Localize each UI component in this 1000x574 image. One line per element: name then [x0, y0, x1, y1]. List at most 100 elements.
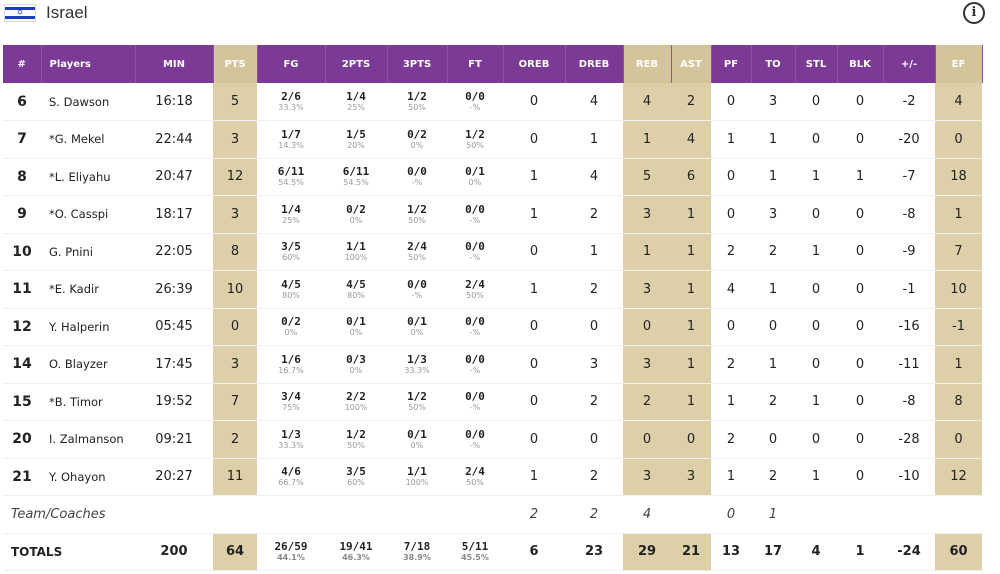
player-3pts: 1/2 50%	[387, 195, 447, 234]
col-header-ef[interactable]: EF	[935, 45, 983, 83]
col-header-plus-minus[interactable]: +/-	[883, 45, 936, 83]
col-header-fg[interactable]: FG	[257, 45, 326, 83]
col-header-min[interactable]: MIN	[135, 45, 214, 83]
player-fg: 6/11 54.5%	[257, 158, 325, 196]
table-row: 6 S. Dawson 16:18 5 2/6 33.3% 1/4 25% 1/2 50% 0/0-…	[3, 83, 982, 121]
player-to: 0	[751, 308, 795, 346]
player-ast: 1	[671, 270, 711, 309]
table-row: 9 *O. Casspi 18:17 3 1/4 25% 0/2 0% 1/2 50% 0/0 -% 1…	[3, 195, 982, 234]
player-blk: 0	[837, 383, 883, 421]
team-pf: 0	[711, 495, 751, 534]
player-ft: 0/0 -%	[447, 345, 503, 384]
col-header-oreb[interactable]: OREB	[503, 45, 566, 83]
col-header-pts[interactable]: PTS	[213, 45, 258, 83]
player-plus-minus: -20	[883, 120, 935, 159]
col-header-num[interactable]: #	[3, 45, 42, 83]
player-name-link[interactable]: *G. Mekel	[41, 120, 135, 159]
player-fg: 1/3 33.3%	[257, 420, 325, 459]
player-blk: 1	[837, 158, 883, 196]
player-pts: 2	[213, 420, 257, 459]
player-oreb: 0	[503, 345, 565, 384]
table-row: 15 *B. Timor 19:52 7 3/4 75% 2/2 100% 1/2 50% 0/0-…	[3, 383, 982, 421]
player-dreb: 2	[565, 383, 623, 421]
col-header-dreb[interactable]: DREB	[565, 45, 624, 83]
player-pts: 12	[213, 158, 257, 196]
col-header-to[interactable]: TO	[751, 45, 796, 83]
col-header-2pts[interactable]: 2PTS	[325, 45, 388, 83]
player-ef: 1	[935, 195, 982, 234]
player-blk: 0	[837, 233, 883, 271]
player-stl: 0	[795, 195, 837, 234]
israel-flag-icon: ✡	[4, 4, 36, 22]
col-header-pf[interactable]: PF	[711, 45, 752, 83]
player-stl: 1	[795, 458, 837, 496]
team-reb: 4	[623, 495, 671, 534]
player-fg: 2/6 33.3%	[257, 83, 325, 121]
player-dreb: 2	[565, 270, 623, 309]
player-name-link[interactable]: *O. Casspi	[41, 195, 135, 234]
player-2pts: 1/2 50%	[325, 420, 387, 459]
player-ft: 0/0 -%	[447, 308, 503, 346]
info-icon[interactable]: i	[963, 2, 985, 24]
player-ast: 1	[671, 308, 711, 346]
player-name-link[interactable]: O. Blayzer	[41, 345, 135, 384]
totals-to: 17	[751, 532, 795, 571]
player-ft: 0/0 -%	[447, 195, 503, 234]
player-dreb: 4	[565, 158, 623, 196]
player-stl: 0	[795, 420, 837, 459]
player-number: 7	[3, 120, 41, 159]
player-dreb: 2	[565, 458, 623, 496]
table-header-row: # Players MIN PTS FG 2PTS 3PTS FT OREB D…	[3, 45, 983, 83]
player-ft: 0/0 -%	[447, 233, 503, 271]
player-fg: 3/5 60%	[257, 233, 325, 271]
player-fg: 3/4 75%	[257, 383, 325, 421]
player-plus-minus: -2	[883, 83, 935, 121]
player-3pts: 1/1 100%	[387, 458, 447, 496]
player-2pts: 4/5 80%	[325, 270, 387, 309]
player-fg: 1/7 14.3%	[257, 120, 325, 159]
player-name-link[interactable]: I. Zalmanson	[41, 420, 135, 459]
player-3pts: 0/2 0%	[387, 120, 447, 159]
player-ef: 12	[935, 458, 982, 496]
team-header: ✡ Israel i	[0, 0, 1000, 36]
player-min: 20:27	[135, 458, 213, 496]
player-blk: 0	[837, 120, 883, 159]
player-3pts: 0/1 0%	[387, 308, 447, 346]
player-3pts: 2/4 50%	[387, 233, 447, 271]
player-3pts: 1/2 50%	[387, 383, 447, 421]
player-name-link[interactable]: *B. Timor	[41, 383, 135, 421]
player-reb: 3	[623, 195, 671, 234]
player-name-link[interactable]: Y. Ohayon	[41, 458, 135, 496]
col-header-ft[interactable]: FT	[447, 45, 504, 83]
player-oreb: 0	[503, 308, 565, 346]
player-ef: 10	[935, 270, 982, 309]
player-name-link[interactable]: G. Pnini	[41, 233, 135, 271]
player-name-link[interactable]: S. Dawson	[41, 83, 135, 121]
player-min: 18:17	[135, 195, 213, 234]
player-ef: 0	[935, 420, 982, 459]
player-min: 22:05	[135, 233, 213, 271]
col-header-reb[interactable]: REB	[623, 45, 672, 83]
player-plus-minus: -1	[883, 270, 935, 309]
player-stl: 0	[795, 345, 837, 384]
player-ast: 3	[671, 458, 711, 496]
col-header-players[interactable]: Players	[41, 45, 136, 83]
player-reb: 1	[623, 233, 671, 271]
player-name-link[interactable]: Y. Halperin	[41, 308, 135, 346]
col-header-blk[interactable]: BLK	[837, 45, 884, 83]
col-header-stl[interactable]: STL	[795, 45, 838, 83]
col-header-3pts[interactable]: 3PTS	[387, 45, 448, 83]
player-2pts: 2/2 100%	[325, 383, 387, 421]
player-plus-minus: -9	[883, 233, 935, 271]
team-dreb: 2	[565, 495, 623, 534]
player-name-link[interactable]: *L. Eliyahu	[41, 158, 135, 196]
player-plus-minus: -7	[883, 158, 935, 196]
player-name-link[interactable]: *E. Kadir	[41, 270, 135, 309]
table-row: 11 *E. Kadir 26:39 10 4/5 80% 4/5 80% 0/0 -% 2/4 50…	[3, 270, 982, 309]
totals-min: 200	[135, 532, 213, 571]
player-plus-minus: -8	[883, 383, 935, 421]
col-header-ast[interactable]: AST	[671, 45, 712, 83]
player-reb: 3	[623, 345, 671, 384]
player-stl: 1	[795, 383, 837, 421]
table-row: 8 *L. Eliyahu 20:47 12 6/11 54.5% 6/11 54.5% 0/0…	[3, 158, 982, 196]
